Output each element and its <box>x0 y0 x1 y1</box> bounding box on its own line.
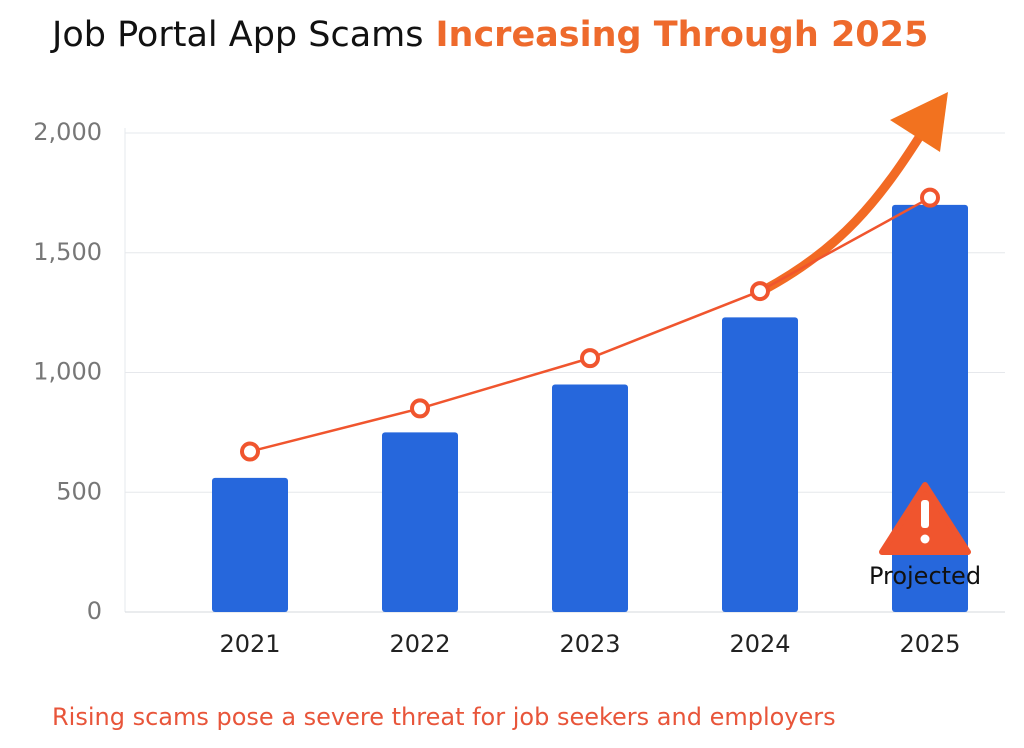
x-tick-label: 2023 <box>559 630 620 658</box>
title-highlight: Increasing Through 2025 <box>436 15 929 55</box>
markers-layer <box>240 187 940 462</box>
line-point <box>750 281 770 302</box>
title-main: Job Portal App Scams <box>50 15 424 55</box>
y-tick-label: 500 <box>56 477 102 505</box>
y-tick-label: 2,000 <box>33 118 102 146</box>
line-point <box>410 398 430 419</box>
line-point <box>240 441 260 462</box>
x-tick-label: 2022 <box>389 630 450 658</box>
x-tick-label: 2021 <box>219 630 280 658</box>
bar <box>722 317 798 612</box>
line-point <box>920 187 940 208</box>
line-point <box>580 348 600 369</box>
y-tick-label: 1,000 <box>33 358 102 386</box>
bar <box>382 432 458 612</box>
warning-mark <box>921 500 929 528</box>
annotation: Projected <box>869 562 981 590</box>
warning-dot <box>920 534 930 544</box>
x-tick-label: 2024 <box>729 630 790 658</box>
y-tick-label: 1,500 <box>33 238 102 266</box>
trend-arrow-head <box>890 92 948 152</box>
plot-area: 0 500 1,000 1,500 2,000 2021 2022 2023 2024 2025 <box>33 118 1005 658</box>
bar <box>552 384 628 612</box>
y-tick-label: 0 <box>87 597 102 625</box>
chart-title: Job Portal App Scams Increasing Through 2… <box>50 15 928 55</box>
x-tick-label: 2025 <box>899 630 960 658</box>
bar <box>212 477 288 612</box>
footnote: Rising scams pose a severe threat for jo… <box>52 703 836 731</box>
